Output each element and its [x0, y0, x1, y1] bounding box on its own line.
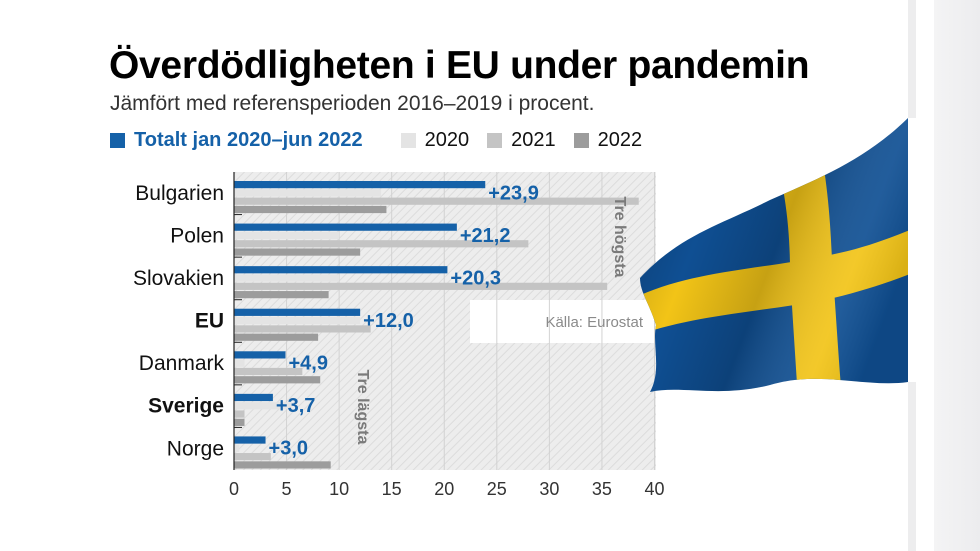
x-tick-label-30: 30: [539, 479, 559, 499]
data-label-slovakien: +20,3: [450, 267, 501, 289]
data-label-eu: +12,0: [363, 310, 414, 332]
legend-swatch-2020: [400, 132, 416, 148]
bar-2022-slovakien: [234, 291, 329, 299]
bar-2020-polen: [234, 231, 340, 240]
data-label-polen: +21,2: [460, 225, 511, 247]
legend: Totalt jan 2020–jun 2022 2020 2021 2022: [110, 127, 660, 153]
category-label-sverige: Sverige: [148, 395, 224, 418]
data-label-sverige: +3,7: [276, 395, 315, 417]
flagpole-top: [908, 0, 916, 118]
bar-2021-sverige: [234, 410, 245, 418]
x-tick-label-15: 15: [382, 479, 402, 499]
category-label-norge: Norge: [167, 437, 224, 460]
legend-label-2020: 2020: [424, 128, 470, 151]
source-box: [470, 300, 656, 343]
bar-totalt-bulgarien: [234, 181, 486, 189]
legend-item-2020: 2020: [400, 128, 488, 152]
bars: +23,9 +21,2 +20,3 +12,0 +4,9 +3,7 +3,0: [234, 181, 639, 469]
bar-2021-eu: [234, 325, 371, 333]
bar-2020-slovakien: [234, 274, 340, 282]
legend-label-2022: 2022: [597, 128, 643, 151]
category-label-eu: EU: [195, 310, 224, 333]
annotation-top-three: Tre högsta: [611, 197, 628, 278]
category-label-polen: Polen: [170, 224, 224, 247]
category-label-slovakien: Slovakien: [133, 267, 224, 290]
bar-totalt-eu: [234, 308, 361, 316]
swedish-flag-icon: [640, 118, 908, 392]
bar-totalt-slovakien: [234, 266, 448, 274]
bar-2022-sverige: [234, 418, 245, 426]
hatch-panel-bottom: [234, 343, 656, 470]
x-tick-label-40: 40: [644, 479, 664, 499]
x-tick-label-0: 0: [229, 479, 239, 499]
category-label-danmark: Danmark: [139, 352, 225, 375]
bar-2022-bulgarien: [234, 205, 387, 214]
x-tick-label-20: 20: [434, 479, 454, 499]
bar-2021-bulgarien: [234, 197, 639, 205]
data-label-norge: +3,0: [269, 438, 308, 460]
bar-2022-eu: [234, 333, 319, 341]
legend-item-2022: 2022: [573, 128, 661, 152]
bar-2020-sverige: [234, 402, 292, 410]
chart-title: Överdödligheten i EU under pandemin: [109, 44, 810, 87]
x-tick-label-25: 25: [487, 479, 507, 499]
legend-swatch-2022: [573, 132, 589, 148]
bar-totalt-danmark: [234, 351, 286, 359]
category-labels: Bulgarien Polen Slovakien EU Danmark Sverige N…: [133, 182, 225, 460]
legend-item-total: Totalt jan 2020–jun 2022: [110, 129, 401, 152]
bar-2021-slovakien: [234, 282, 608, 290]
bar-2022-danmark: [234, 376, 321, 384]
legend-label-total: Totalt jan 2020–jun 2022: [134, 128, 363, 151]
bar-2020-danmark: [234, 359, 245, 367]
bar-totalt-norge: [234, 436, 266, 444]
bar-2021-norge: [234, 453, 271, 461]
flagpole-bottom: [908, 382, 916, 551]
legend-swatch-total: [110, 132, 125, 148]
bar-2020-norge: [234, 444, 240, 452]
x-tick-label-5: 5: [282, 479, 292, 499]
right-edge-strip: [934, 0, 980, 551]
legend-swatch-2021: [487, 132, 503, 148]
annotation-bottom-three: Tre lägsta: [354, 370, 371, 445]
bar-totalt-sverige: [234, 393, 273, 402]
chart-subtitle: Jämfört med referensperioden 2016–2019 i…: [110, 92, 595, 115]
x-tick-label-10: 10: [329, 479, 349, 499]
data-label-bulgarien: +23,9: [488, 182, 539, 204]
bar-2021-polen: [234, 240, 529, 248]
bar-2022-polen: [234, 248, 361, 256]
bar-2021-danmark: [234, 367, 303, 376]
data-label-danmark: +4,9: [289, 353, 328, 375]
legend-item-2021: 2021: [487, 129, 574, 152]
category-label-bulgarien: Bulgarien: [135, 182, 224, 205]
x-axis: 0 5 10 15 20 25 30 35 40: [229, 172, 665, 499]
bar-totalt-polen: [234, 223, 457, 231]
x-tick-label-35: 35: [592, 479, 612, 499]
bar-2020-eu: [234, 317, 361, 325]
source-label: Källa: Eurostat: [545, 314, 643, 331]
bar-2020-bulgarien: [234, 189, 382, 197]
bar-2022-norge: [234, 461, 331, 469]
legend-label-2021: 2021: [511, 128, 556, 151]
